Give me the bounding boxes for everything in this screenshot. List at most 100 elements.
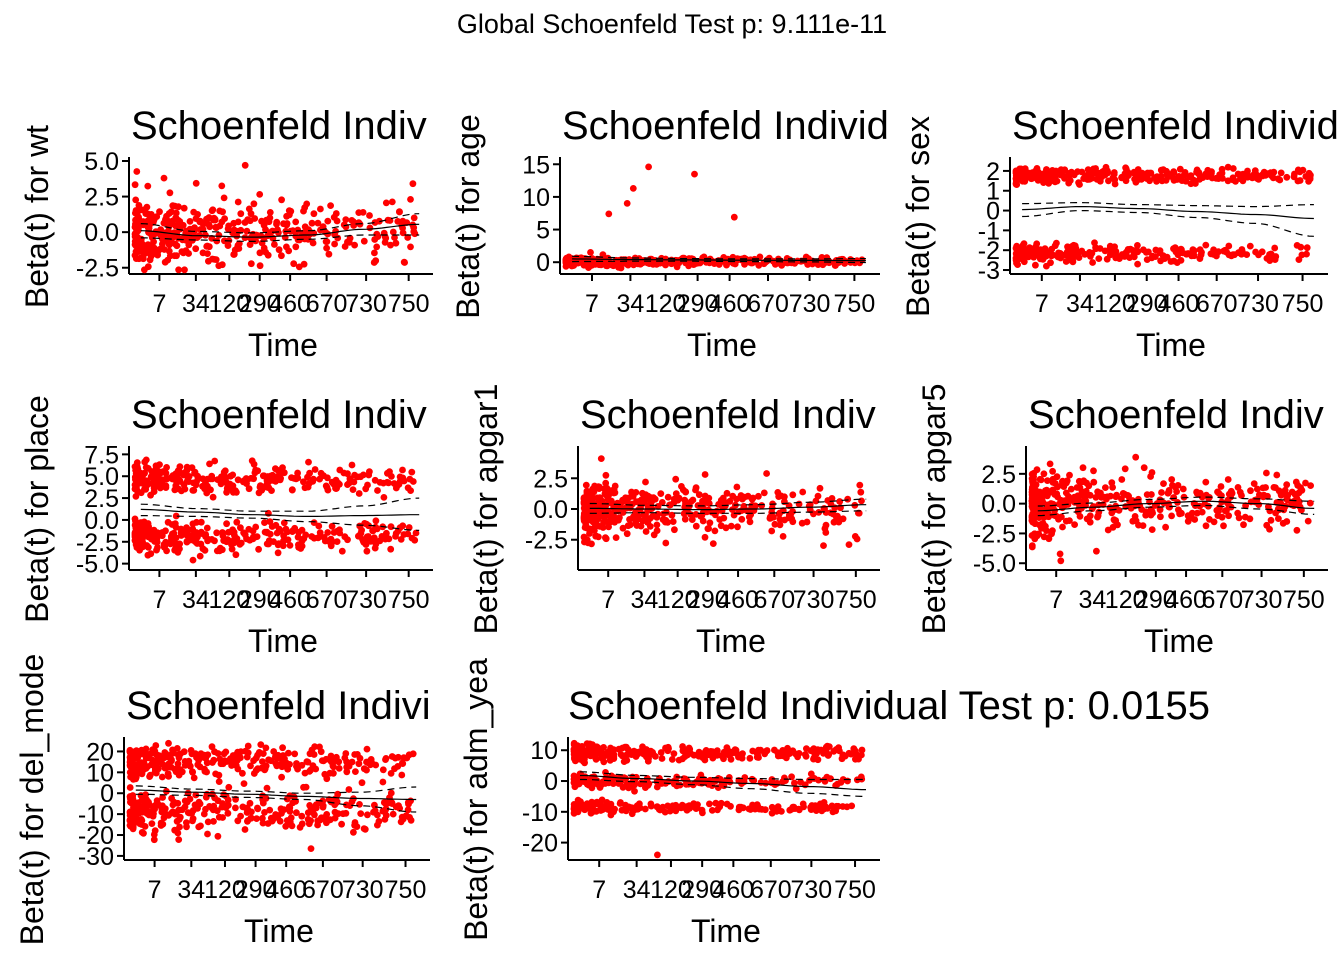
residual-point bbox=[317, 205, 324, 213]
residual-point bbox=[755, 492, 762, 500]
residual-point bbox=[309, 762, 317, 769]
residual-point bbox=[311, 466, 319, 473]
residual-point bbox=[1073, 484, 1081, 491]
residual-point bbox=[830, 747, 838, 755]
residual-point bbox=[1149, 252, 1156, 260]
residual-point bbox=[153, 546, 160, 554]
residual-point bbox=[146, 771, 154, 779]
residual-point bbox=[1084, 166, 1092, 174]
residual-points bbox=[570, 739, 866, 859]
residual-point bbox=[279, 744, 286, 752]
residual-point bbox=[647, 494, 655, 501]
residual-point bbox=[1066, 177, 1074, 184]
residual-point bbox=[1118, 173, 1126, 181]
residual-point bbox=[1210, 518, 1218, 526]
residual-point bbox=[211, 537, 218, 545]
residual-point bbox=[250, 757, 257, 764]
residual-point bbox=[1104, 526, 1112, 534]
residual-point bbox=[396, 805, 404, 812]
residual-point bbox=[1110, 516, 1118, 524]
residual-point bbox=[1127, 504, 1135, 512]
residual-point bbox=[1014, 261, 1021, 268]
residual-point bbox=[136, 533, 144, 540]
residual-point bbox=[177, 525, 185, 533]
residual-point bbox=[590, 799, 598, 807]
residual-point bbox=[1302, 479, 1309, 487]
residual-point bbox=[845, 541, 853, 548]
residual-point bbox=[256, 483, 264, 491]
residual-point bbox=[1170, 245, 1177, 253]
residual-point bbox=[214, 832, 222, 840]
y-tick-label: 0.0 bbox=[84, 219, 119, 247]
residual-point bbox=[316, 816, 324, 824]
residual-point bbox=[645, 780, 653, 787]
residual-point bbox=[247, 762, 254, 770]
residual-point bbox=[392, 533, 399, 540]
panel-title: Schoenfeld Indiv bbox=[131, 104, 427, 148]
residual-point bbox=[1188, 509, 1196, 517]
residual-point bbox=[606, 519, 613, 526]
residual-point bbox=[333, 217, 341, 225]
residual-point bbox=[131, 252, 139, 259]
residual-point bbox=[1237, 175, 1244, 183]
residual-point bbox=[248, 457, 256, 465]
residual-point bbox=[391, 765, 398, 773]
residual-point bbox=[1080, 477, 1088, 485]
residual-point bbox=[307, 845, 315, 852]
residual-point bbox=[333, 538, 341, 545]
residual-point bbox=[309, 239, 317, 247]
residual-point bbox=[581, 497, 589, 504]
residual-point bbox=[181, 266, 188, 274]
x-tick-label: 730 bbox=[1241, 586, 1283, 614]
residual-point bbox=[592, 807, 600, 815]
residual-point bbox=[137, 519, 145, 526]
residual-point bbox=[673, 263, 681, 271]
residual-point bbox=[364, 481, 371, 489]
residual-point bbox=[1165, 500, 1172, 507]
residual-point bbox=[224, 242, 232, 250]
y-tick-label: -5.0 bbox=[973, 550, 1016, 578]
residual-point bbox=[149, 756, 156, 764]
residual-point bbox=[209, 493, 217, 501]
residual-point bbox=[588, 784, 596, 792]
residual-point bbox=[153, 213, 161, 221]
residual-point bbox=[210, 756, 218, 764]
residual-point bbox=[129, 772, 137, 779]
residual-point bbox=[1219, 174, 1226, 182]
residual-point bbox=[1202, 522, 1210, 530]
residual-point bbox=[629, 185, 637, 192]
residual-point bbox=[1275, 487, 1283, 495]
x-tick-label: 34 bbox=[177, 876, 205, 904]
residual-point bbox=[1028, 542, 1036, 550]
residual-point bbox=[399, 522, 407, 530]
residual-point bbox=[644, 757, 652, 765]
ci-upper-line bbox=[140, 213, 420, 234]
residual-point bbox=[581, 516, 589, 524]
residual-point bbox=[131, 233, 139, 240]
residual-point bbox=[273, 220, 280, 228]
residual-point bbox=[791, 779, 798, 787]
x-axis-title: Time bbox=[248, 623, 318, 659]
residual-point bbox=[1076, 513, 1084, 520]
residual-point bbox=[1175, 506, 1182, 514]
residual-point bbox=[168, 756, 175, 764]
residual-point bbox=[306, 469, 313, 477]
residual-point bbox=[641, 496, 648, 503]
residual-point bbox=[1029, 475, 1036, 483]
residual-point bbox=[144, 210, 152, 218]
residual-point bbox=[1132, 453, 1140, 461]
residual-point bbox=[1175, 173, 1183, 180]
residual-point bbox=[295, 528, 302, 536]
residual-point bbox=[196, 763, 204, 771]
residual-point bbox=[720, 755, 727, 763]
residual-point bbox=[179, 221, 187, 229]
residual-point bbox=[319, 803, 327, 811]
residual-point bbox=[619, 509, 627, 516]
residual-point bbox=[219, 814, 227, 821]
residual-point bbox=[158, 235, 166, 243]
residual-point bbox=[221, 478, 229, 486]
residual-point bbox=[408, 468, 416, 476]
residual-point bbox=[746, 518, 754, 526]
residual-point bbox=[848, 802, 856, 810]
